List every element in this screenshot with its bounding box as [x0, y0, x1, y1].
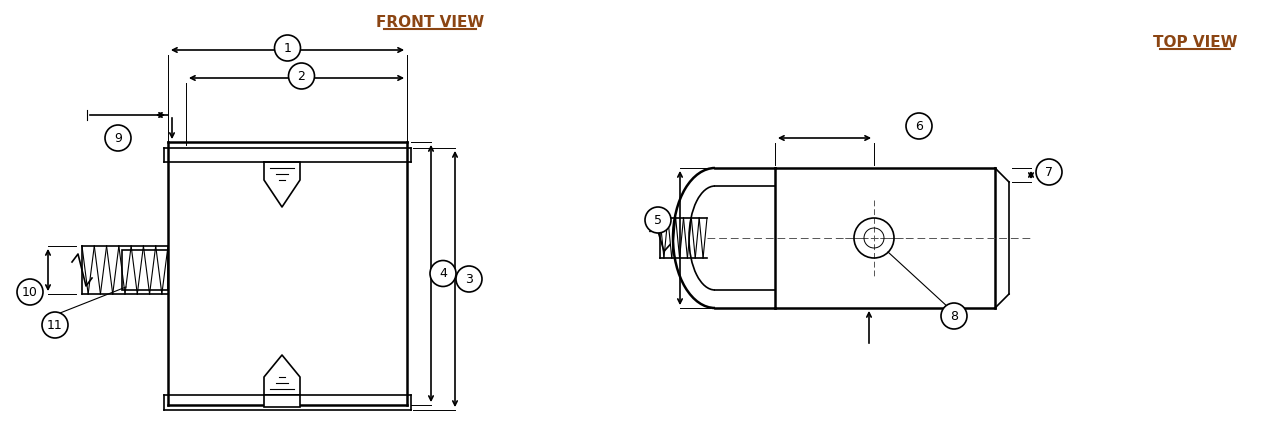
Text: FRONT VIEW: FRONT VIEW — [377, 15, 484, 29]
Circle shape — [906, 113, 932, 139]
Text: TOP VIEW: TOP VIEW — [1153, 34, 1237, 50]
Text: 1: 1 — [284, 41, 292, 55]
Bar — [263, 395, 299, 407]
Circle shape — [430, 260, 456, 286]
Circle shape — [42, 312, 68, 338]
Text: 8: 8 — [950, 309, 959, 323]
Text: 5: 5 — [654, 213, 662, 227]
Text: 4: 4 — [439, 267, 447, 280]
Text: 10: 10 — [22, 286, 39, 298]
Circle shape — [1036, 159, 1061, 185]
Circle shape — [105, 125, 131, 151]
Bar — [122, 250, 168, 290]
Text: 2: 2 — [298, 70, 306, 83]
Circle shape — [289, 63, 315, 89]
Circle shape — [17, 279, 42, 305]
Text: 3: 3 — [465, 272, 473, 286]
Text: 6: 6 — [915, 120, 923, 132]
Circle shape — [456, 266, 482, 292]
Text: 7: 7 — [1045, 165, 1052, 179]
Circle shape — [941, 303, 968, 329]
Circle shape — [275, 35, 301, 61]
Circle shape — [645, 207, 671, 233]
Text: 11: 11 — [48, 319, 63, 331]
Text: 9: 9 — [114, 132, 122, 144]
